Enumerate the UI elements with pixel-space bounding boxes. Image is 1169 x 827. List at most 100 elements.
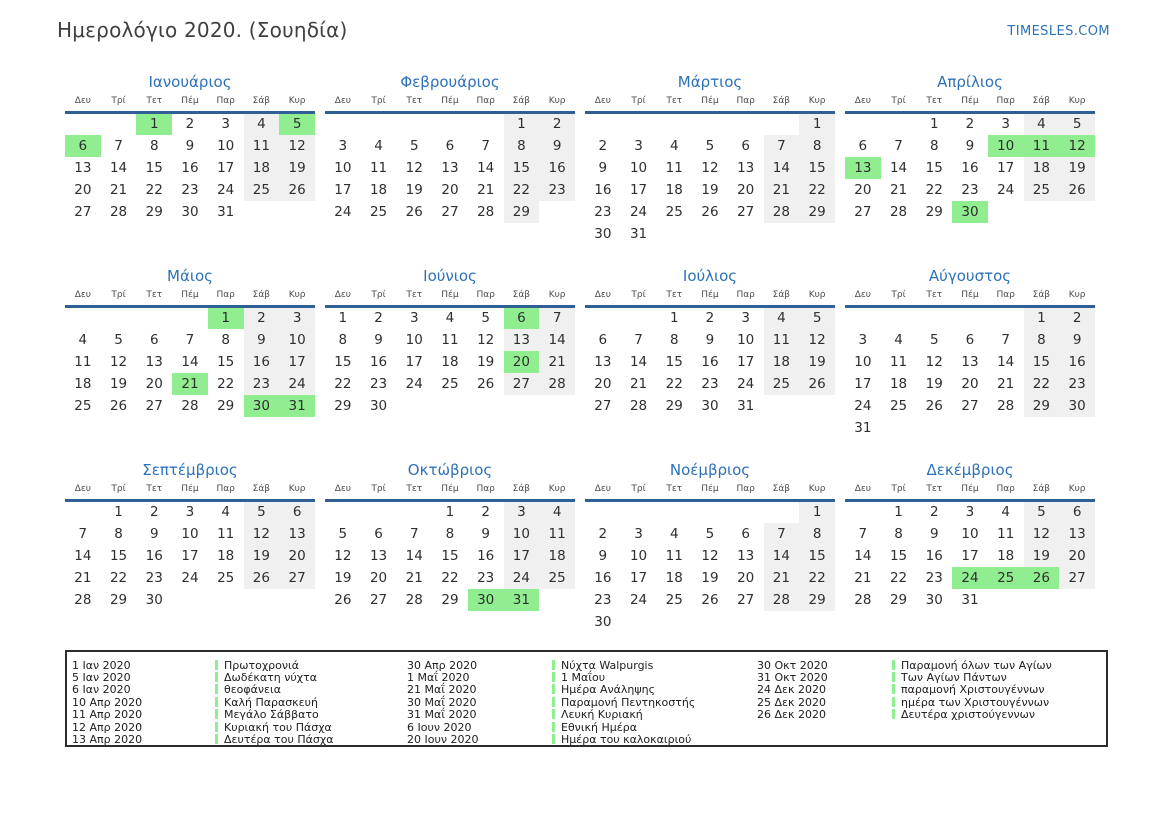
day-cell: 24 [217,181,235,198]
empty-cell [692,501,728,523]
day-cell: 19 [701,569,719,586]
day-cell: 6 [1059,500,1095,523]
month-10: Οκτώβριος Δευ Τρί Τετ Πέμ Παρ Σάβ Κυρ 1 2 3 4 5 6 7 8 9 1… [325,461,575,645]
day-cell: 26 [1059,178,1095,201]
holiday-marker-icon [892,696,895,707]
day-cell: 18 [889,375,908,392]
day-cell: 29 [925,203,943,220]
day-cell: 28 [74,591,92,608]
day-cell: 10 [217,137,235,154]
day-cell: 19 [799,350,835,373]
day-cell: 6 [858,137,868,154]
empty-cell [585,113,621,135]
day-cell: 27 [737,591,755,608]
day-header: Κυρ [539,96,575,114]
legend-date: 24 Δεκ 2020 [757,683,826,697]
day-cell: 25 [217,569,235,586]
week-row: 13 14 15 16 17 18 19 [585,350,835,373]
day-cell: 18 [997,547,1015,564]
day-cell: 16 [594,181,612,198]
day-header: Κυρ [539,290,575,308]
day-header: Κυρ [799,484,835,502]
day-cell: 24 [405,375,423,392]
day-cell: 4 [669,137,679,154]
day-cell: 13 [369,547,388,564]
legend-holiday-name: Κυριακή του Πάσχα [215,721,407,734]
day-cell: 20 [369,569,388,586]
holiday-marker-icon [552,659,555,670]
empty-cell [396,395,432,417]
legend-holiday-name: Δευτέρα χριστούγεννων [892,708,1110,721]
day-header: Κυρ [799,290,835,308]
day-header: Σάβ [1023,290,1060,308]
month-7: Ιούλιος Δευ Τρί Τετ Πέμ Παρ Σάβ Κυρ 1 2 3 4 5 6 7 8 9 10 1… [585,267,835,451]
day-cell: 15 [799,156,835,179]
day-cell: 10 [334,159,352,176]
day-header: Τρί [620,484,657,502]
week-row: 10 11 12 13 14 15 16 [845,350,1095,373]
day-cell: 9 [598,547,608,564]
empty-cell [1059,589,1095,611]
week-row: 22 23 24 25 26 27 28 [325,372,575,395]
day-cell: 16 [1059,350,1095,373]
day-cell: 14 [763,156,800,179]
day-cell: 9 [929,525,939,542]
week-row: 31 [845,417,1095,439]
empty-cell [952,417,988,439]
day-cell: 12 [109,353,128,370]
day-cell: 15 [109,547,128,564]
legend-holiday-name: Μεγάλο Σάββατο [215,708,407,721]
week-row: 24 25 26 27 28 29 30 [845,394,1095,417]
day-cell: 14 [405,547,423,564]
month-table: Δευ Τρί Τετ Πέμ Παρ Σάβ Κυρ 1 2 3 4 5 6 7 8 9 10 11 12 13 14… [65,290,315,417]
day-cell: 22 [665,375,683,392]
day-cell: 3 [503,500,540,523]
day-cell: 9 [705,331,715,348]
day-cell: 10 [629,547,648,564]
day-header: Παρ [727,290,764,308]
month-table: Δευ Τρί Τετ Πέμ Παρ Σάβ Κυρ 1 2 3 4 5 6 7 8 9 10 11 12 13 14… [845,96,1095,223]
day-header: Παρ [727,96,764,114]
week-row: 6 7 8 9 10 11 12 [845,134,1095,157]
day-cell: 8 [894,525,903,542]
holiday-marker-icon [215,709,218,720]
day-header: Σάβ [243,484,280,502]
empty-cell [208,589,244,611]
day-cell: 20 [74,181,92,198]
day-header: Σάβ [503,290,540,308]
holiday-marker-icon [892,709,895,720]
week-row: 27 28 29 30 [845,200,1095,223]
empty-cell [621,307,657,329]
site-link[interactable]: TIMESLES.COM [1007,24,1110,39]
day-cell: 21 [997,375,1015,392]
legend-holiday-name: Παραμονή όλων των Αγίων [892,659,1110,672]
day-cell: 5 [243,500,280,523]
day-cell: 17 [334,181,352,198]
day-cell: 25 [441,375,459,392]
day-cell: 27 [441,203,459,220]
day-cell: 1 [799,500,835,523]
month-1: Ιανουάριος Δευ Τρί Τετ Πέμ Παρ Σάβ Κυρ 1 2 3 4 5 6 7 8 9… [65,73,315,257]
legend-holiday-name: Παραμονή Πεντηκοστής [552,696,757,709]
day-cell: 18 [369,181,388,198]
day-cell: 31 [217,203,235,220]
day-cell: 24 [503,566,540,589]
day-header: Τρί [100,484,137,502]
day-cell: 1 [114,504,123,521]
day-cell: 5 [705,137,715,154]
day-header: Κυρ [799,96,835,114]
day-cell: 21 [405,569,423,586]
week-row: 6 7 8 9 10 11 12 [585,328,835,351]
empty-cell [952,307,988,329]
day-header: Παρ [207,484,244,502]
week-row: 7 8 9 10 11 12 13 [845,522,1095,545]
day-cell: 1 [894,504,903,521]
month-title: Απρίλιος [937,73,1003,91]
day-cell: 14 [477,159,495,176]
day-cell: 3 [279,306,315,329]
week-row: 9 10 11 12 13 14 15 [585,156,835,179]
empty-cell [504,395,540,417]
day-cell: 14 [181,353,199,370]
day-header: Πέμ [432,484,468,502]
empty-cell [432,113,468,135]
